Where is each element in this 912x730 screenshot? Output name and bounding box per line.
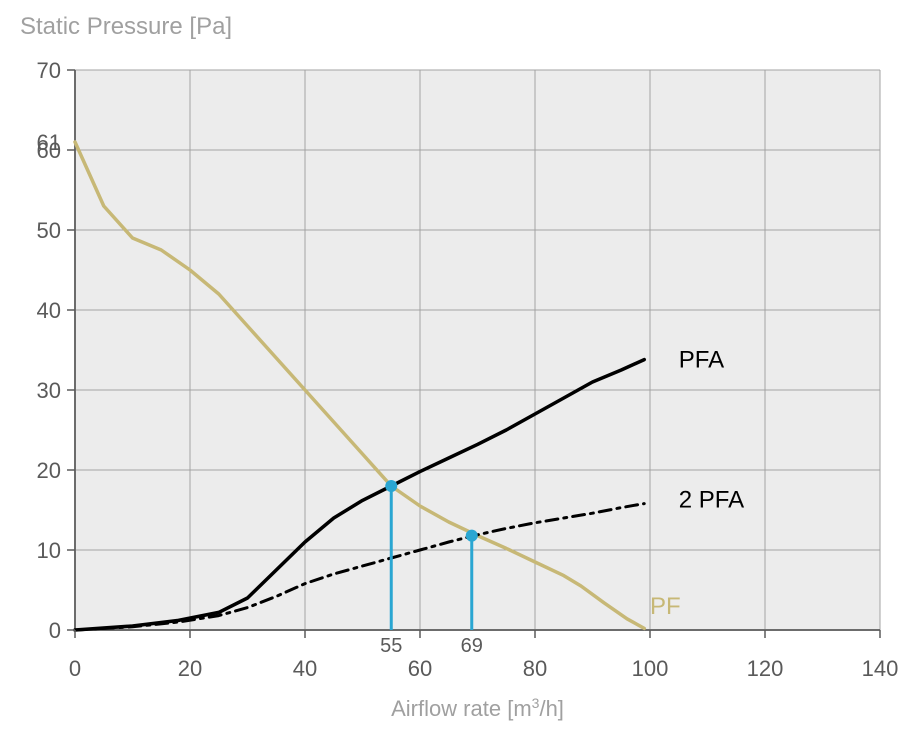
series-label-PF: PF <box>650 593 681 620</box>
y-tick-label: 70 <box>37 58 61 83</box>
x-tick-label: 120 <box>747 656 784 681</box>
x-tick-label: 0 <box>69 656 81 681</box>
marker-label: 69 <box>461 635 483 657</box>
x-tick-label: 80 <box>523 656 547 681</box>
marker-label: 55 <box>380 635 402 657</box>
x-tick-label: 20 <box>178 656 202 681</box>
pressure-airflow-chart: 5569 020406080100120140 010203040506070 … <box>0 0 912 730</box>
y-tick-label: 20 <box>37 458 61 483</box>
x-tick-label: 100 <box>632 656 669 681</box>
extra-y-tick-61: 61 <box>37 130 61 155</box>
y-tick-label: 40 <box>37 298 61 323</box>
plot-background <box>75 70 880 630</box>
y-tick-label: 10 <box>37 538 61 563</box>
y-tick-label: 30 <box>37 378 61 403</box>
x-tick-label: 40 <box>293 656 317 681</box>
marker-point <box>385 480 397 492</box>
x-tick-label: 140 <box>862 656 899 681</box>
series-label-PFA2: 2 PFA <box>679 487 744 514</box>
x-tick-label: 60 <box>408 656 432 681</box>
y-axis-title: Static Pressure [Pa] <box>20 13 232 40</box>
series-label-PFA: PFA <box>679 347 724 374</box>
x-axis-ticks: 0 20 40 60 80 100 120 140 <box>69 630 898 681</box>
x-axis-title: Airflow rate [m3/h] <box>391 695 564 721</box>
y-tick-label: 0 <box>49 618 61 643</box>
marker-point <box>466 530 478 542</box>
y-tick-label: 50 <box>37 218 61 243</box>
